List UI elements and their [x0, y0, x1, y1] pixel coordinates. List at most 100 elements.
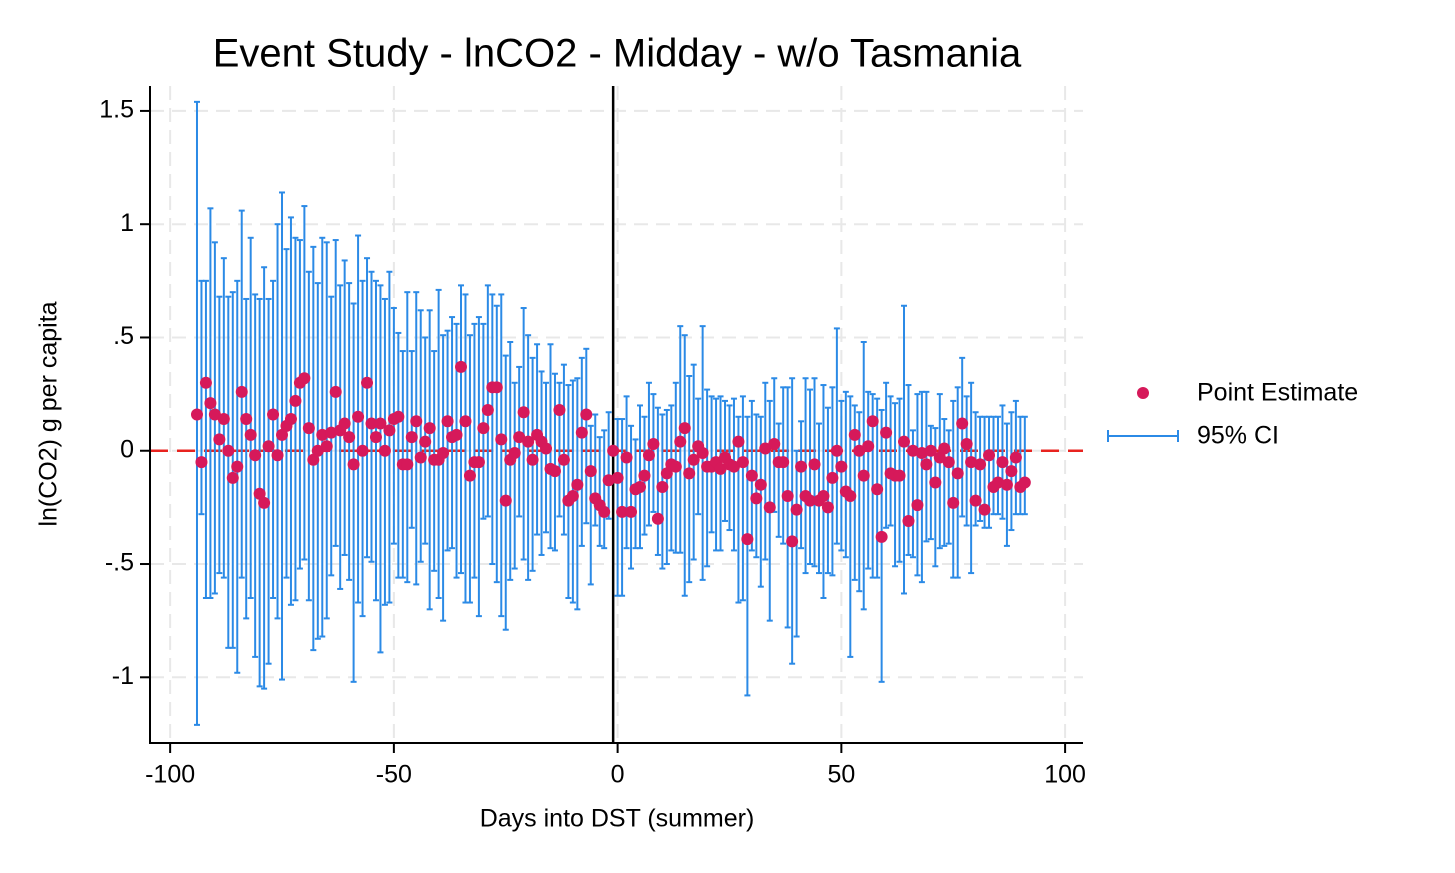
point	[276, 428, 289, 441]
point	[383, 424, 396, 437]
point	[199, 376, 212, 389]
point	[298, 372, 311, 385]
point	[996, 456, 1009, 469]
ci-bar	[842, 390, 849, 559]
ci-bar	[283, 248, 290, 579]
point	[508, 447, 521, 460]
point	[195, 456, 208, 469]
point	[651, 512, 664, 525]
point	[786, 535, 799, 548]
ci-bar	[560, 363, 567, 536]
ci-bar	[681, 334, 688, 597]
point	[240, 413, 253, 426]
point	[875, 530, 888, 543]
ci-bar	[502, 354, 509, 631]
point	[687, 453, 700, 466]
ci-bar	[739, 395, 746, 602]
point	[463, 469, 476, 482]
point	[522, 435, 535, 448]
x-tick-label: -50	[376, 761, 412, 789]
point	[956, 417, 969, 430]
point	[231, 460, 244, 473]
point	[938, 442, 951, 455]
y-tick-label: -.5	[105, 549, 134, 577]
point	[974, 458, 987, 471]
ci-bar	[807, 388, 814, 566]
point	[978, 503, 991, 516]
ci-bar	[802, 377, 809, 575]
x-tick-label: 100	[1044, 761, 1086, 789]
point	[401, 458, 414, 471]
point	[190, 408, 203, 421]
legend-label: 95% CI	[1197, 422, 1279, 450]
point	[647, 437, 660, 450]
point	[871, 483, 884, 496]
point	[853, 444, 866, 457]
point	[361, 376, 374, 389]
ci-bar	[901, 304, 908, 595]
point	[808, 458, 821, 471]
point	[1005, 465, 1018, 478]
point	[517, 406, 530, 419]
point	[499, 494, 512, 507]
ci-bar	[265, 297, 272, 665]
point	[607, 444, 620, 457]
point	[826, 471, 839, 484]
ci-bar	[847, 395, 854, 658]
legend-marker	[1137, 387, 1149, 399]
point	[866, 415, 879, 428]
point	[1009, 451, 1022, 464]
point	[1000, 478, 1013, 491]
point	[226, 471, 239, 484]
ci-bar	[972, 411, 979, 527]
point	[745, 469, 758, 482]
ci-bar	[377, 284, 384, 654]
ci-bar	[386, 270, 393, 604]
point	[795, 460, 808, 473]
ci-bar	[789, 377, 796, 665]
ci-bar	[287, 216, 294, 606]
ci-bar	[914, 393, 921, 577]
ci-bar	[417, 309, 424, 563]
point	[329, 385, 342, 398]
point	[933, 451, 946, 464]
point	[271, 449, 284, 462]
x-tick-label: -100	[145, 761, 195, 789]
ci-bar	[471, 322, 478, 579]
ci-bar	[337, 284, 344, 590]
point	[289, 394, 302, 407]
ci-bar	[274, 223, 281, 620]
ci-bar	[883, 381, 890, 529]
ci-bar	[364, 257, 371, 559]
point	[513, 431, 526, 444]
point	[669, 460, 682, 473]
ci-bar	[887, 395, 894, 527]
point	[732, 435, 745, 448]
point	[455, 360, 467, 373]
point	[204, 397, 217, 410]
point	[222, 444, 235, 457]
ci-bar	[435, 288, 442, 600]
point	[929, 476, 942, 489]
axes: -100 -50 0 50 100 -1 -.5 0 .5 1 1.5	[99, 86, 1086, 789]
point	[741, 533, 754, 546]
point	[213, 433, 226, 446]
point	[311, 444, 324, 457]
point	[235, 385, 248, 398]
point	[656, 480, 669, 493]
point	[620, 451, 633, 464]
point	[660, 467, 673, 480]
ci-bar	[578, 356, 585, 547]
ci-bar	[856, 411, 863, 593]
ci-bar	[824, 406, 831, 575]
point	[369, 431, 382, 444]
point	[423, 422, 436, 435]
point	[674, 435, 687, 448]
ci-bar	[261, 266, 268, 690]
point	[696, 447, 709, 460]
point	[683, 467, 696, 480]
point	[284, 413, 297, 426]
point	[575, 426, 588, 439]
point	[378, 444, 391, 457]
